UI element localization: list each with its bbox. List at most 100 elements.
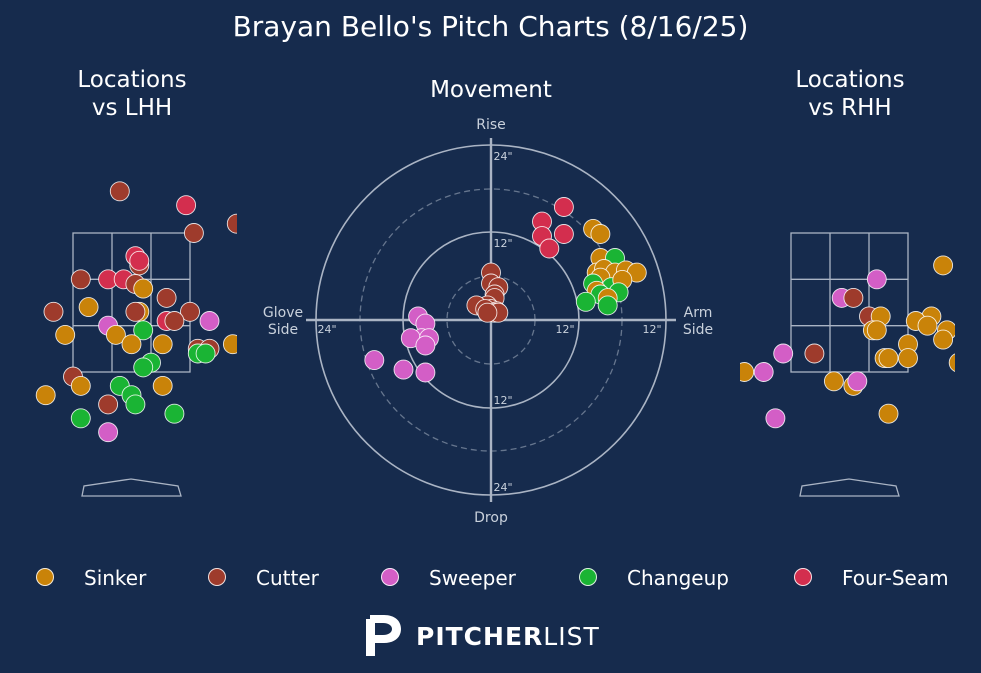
pitch-point-changeup bbox=[164, 403, 185, 424]
pitch-point-cutter bbox=[843, 287, 864, 308]
legend-label-sweeper: Sweeper bbox=[429, 566, 516, 590]
pitch-point-changeup bbox=[597, 295, 618, 316]
lhh-points bbox=[35, 181, 237, 443]
rhh-strike-zone bbox=[790, 232, 909, 373]
legend-dot-changeup bbox=[579, 568, 597, 586]
pitch-point-sinker bbox=[740, 362, 755, 382]
ring-label: 24" bbox=[317, 323, 336, 336]
legend-dot-sinker bbox=[36, 568, 54, 586]
pitch-point-sinker bbox=[878, 348, 899, 369]
legend-label-changeup: Changeup bbox=[627, 566, 729, 590]
rhh-title-line2: vs RHH bbox=[808, 95, 892, 121]
legend-dot-four-seam bbox=[794, 568, 812, 586]
pitch-point-sinker bbox=[55, 324, 76, 345]
pitch-point-sinker bbox=[78, 297, 99, 318]
pitch-point-sweeper bbox=[98, 422, 119, 443]
pitch-point-cutter bbox=[164, 311, 185, 331]
lhh-title-line2: vs LHH bbox=[91, 95, 173, 121]
pitch-point-changeup bbox=[133, 320, 154, 341]
axis-label-rise: Rise bbox=[476, 117, 506, 133]
legend-label-four-seam: Four-Seam bbox=[842, 566, 949, 590]
pitch-point-sweeper bbox=[199, 311, 220, 331]
pitch-point-cutter bbox=[226, 213, 237, 234]
pitch-point-sweeper bbox=[866, 269, 887, 290]
pitch-point-four-seam bbox=[176, 195, 197, 216]
pitch-point-changeup bbox=[133, 357, 154, 378]
pitch-point-changeup bbox=[125, 394, 146, 415]
pitch-point-sweeper bbox=[847, 371, 868, 392]
pitch-point-cutter bbox=[804, 343, 825, 364]
pitch-point-cutter bbox=[156, 287, 177, 308]
pitch-point-sweeper bbox=[765, 408, 786, 429]
pitch-point-sweeper bbox=[415, 362, 436, 383]
pitch-point-four-seam bbox=[539, 238, 560, 259]
legend-label-cutter: Cutter bbox=[256, 566, 319, 590]
axis-label-arm-2: Side bbox=[683, 322, 713, 338]
legend-dot-sweeper bbox=[381, 568, 399, 586]
movement-panel-title: Movement bbox=[430, 77, 552, 103]
lhh-title-line1: Locations bbox=[77, 67, 187, 93]
ring-label: 24" bbox=[493, 481, 512, 494]
pitch-point-sinker bbox=[933, 255, 954, 276]
ring-label: 12" bbox=[493, 394, 512, 407]
pitch-point-cutter bbox=[43, 301, 64, 322]
pitch-point-four-seam bbox=[553, 224, 574, 244]
pitcherlist-logo: PITCHERLIST bbox=[362, 612, 599, 658]
pitch-point-sinker bbox=[121, 334, 142, 355]
pitch-point-sinker bbox=[152, 334, 173, 355]
brand-light: LIST bbox=[543, 622, 600, 651]
pitch-point-sinker bbox=[898, 348, 918, 369]
legend-label-sinker: Sinker bbox=[84, 566, 147, 590]
pitch-point-sinker bbox=[70, 375, 91, 396]
rhh-home-plate bbox=[799, 478, 900, 497]
ring-label: 12" bbox=[642, 323, 661, 336]
pitch-point-sinker bbox=[933, 329, 954, 350]
pitcherlist-wordmark: PITCHERLIST bbox=[416, 622, 600, 651]
rhh-points bbox=[740, 255, 955, 429]
pitch-point-sinker bbox=[917, 315, 938, 336]
legend-dot-cutter bbox=[208, 568, 226, 586]
pitch-point-sinker bbox=[590, 224, 611, 244]
pitch-point-cutter bbox=[180, 301, 200, 322]
pitch-point-sinker bbox=[133, 278, 154, 299]
lhh-panel-title: Locations vs LHH bbox=[52, 66, 212, 122]
pitch-point-four-seam bbox=[129, 250, 150, 271]
ring-label: 12" bbox=[555, 323, 574, 336]
axis-label-glove-2: Side bbox=[268, 322, 298, 338]
pitch-point-cutter bbox=[98, 394, 119, 415]
axis-label-arm-1: Arm bbox=[684, 305, 713, 321]
pitch-point-sinker bbox=[948, 353, 955, 372]
lhh-home-plate bbox=[81, 478, 182, 497]
pitch-point-sweeper bbox=[364, 350, 385, 371]
ring-label: 24" bbox=[493, 150, 512, 163]
pitch-point-sweeper bbox=[753, 362, 774, 382]
pitch-point-sweeper bbox=[393, 359, 414, 380]
pitch-point-changeup bbox=[575, 291, 596, 312]
pitch-point-cutter bbox=[125, 301, 146, 322]
pitch-point-cutter bbox=[109, 181, 130, 202]
pitch-point-four-seam bbox=[553, 197, 574, 217]
pitch-point-sinker bbox=[878, 403, 899, 424]
chart-title: Brayan Bello's Pitch Charts (8/16/25) bbox=[232, 10, 749, 43]
pitch-point-sinker bbox=[35, 385, 56, 406]
axis-label-glove-1: Glove bbox=[263, 305, 303, 321]
pitch-point-changeup bbox=[70, 408, 91, 429]
brand-bold: PITCHER bbox=[416, 622, 544, 651]
pitch-point-sinker bbox=[866, 320, 887, 341]
rhh-panel-title: Locations vs RHH bbox=[770, 66, 930, 122]
pitch-point-sinker bbox=[222, 334, 237, 355]
pitch-point-changeup bbox=[195, 343, 216, 364]
pitch-point-cutter bbox=[477, 302, 498, 323]
pitch-point-cutter bbox=[70, 269, 91, 290]
pitch-point-cutter bbox=[183, 223, 204, 243]
rhh-title-line1: Locations bbox=[795, 67, 905, 93]
pitcherlist-p-icon bbox=[366, 615, 401, 656]
pitch-point-sinker bbox=[152, 375, 173, 396]
movement-axes bbox=[306, 138, 676, 502]
pitch-point-sweeper bbox=[773, 343, 794, 364]
axis-label-drop: Drop bbox=[474, 510, 508, 526]
pitch-point-sinker bbox=[823, 371, 844, 392]
movement-points bbox=[364, 197, 647, 383]
ring-label: 12" bbox=[493, 237, 512, 250]
